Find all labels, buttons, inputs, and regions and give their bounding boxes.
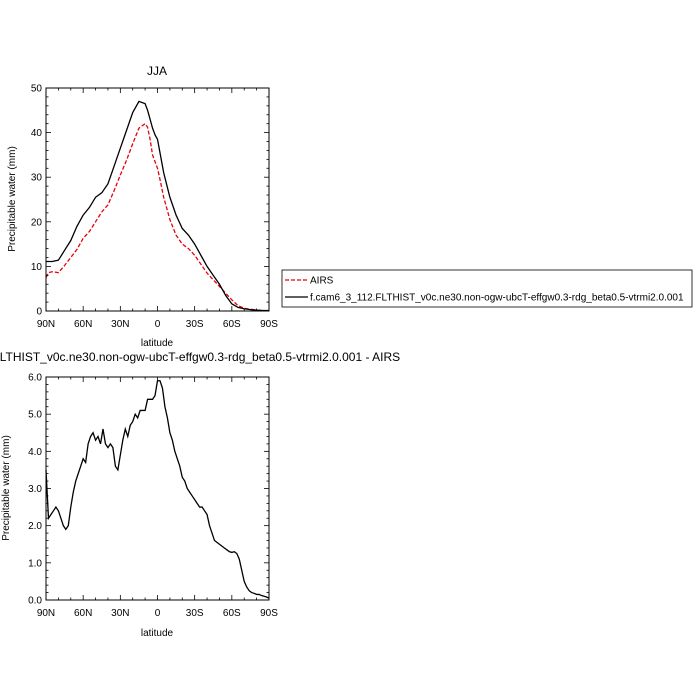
top-x-tick-label: 0 [155,319,161,330]
top-x-tick-label: 90N [37,319,55,330]
legend-box [281,269,693,308]
top-x-tick-label: 90S [260,319,278,330]
top-plot-frame [45,87,270,312]
bottom-x-tick-label: 60S [223,608,241,619]
bottom-x-tick-label: 90S [260,608,278,619]
bottom-plot-frame [45,376,270,601]
bottom-chart-title: f.cam6_3_112.FLTHIST_v0c.ne30.non-ogw-ub… [0,350,400,364]
top-x-tick-label: 30S [186,319,204,330]
panel-bottom-chart: f.cam6_3_112.FLTHIST_v0c.ne30.non-ogw-ub… [0,350,400,639]
bottom-x-axis-title: latitude [141,628,174,639]
top-x-tick-label: 60S [223,319,241,330]
top-series-lines [45,100,270,312]
bottom-y-tick-label: 4.0 [28,447,42,458]
bottom-x-tick-label: 30S [186,608,204,619]
top-y-tick-label: 50 [31,84,43,95]
bottom-x-tick-label: 30N [111,608,129,619]
bottom-y-tick-label: 6.0 [28,373,42,384]
bottom-y-tick-label: 0.0 [28,596,42,607]
bottom-y-tick-label: 5.0 [28,410,42,421]
top-chart-title: JJA [147,64,167,78]
top-x-tick-label: 60N [74,319,92,330]
panel-top-chart: JJA 90N 60N 30N 0 30S 60S 90S 0 10 20 30 40 50 latit… [7,64,278,349]
legend-label-model: f.cam6_3_112.FLTHIST_v0c.ne30.non-ogw-ub… [310,293,684,304]
legend: AIRS f.cam6_3_112.FLTHIST_v0c.ne30.non-o… [281,269,693,308]
bottom-x-tick-label: 90N [37,608,55,619]
top-series-line-1 [46,100,269,312]
top-y-tick-label: 40 [31,128,43,139]
bottom-y-axis-title: Precipitable water (mm) [1,435,12,541]
bottom-x-tick-label: 60N [74,608,92,619]
bottom-series-line [45,380,270,599]
top-series-line-0 [45,122,270,312]
bottom-y-tick-label: 3.0 [28,484,42,495]
top-x-tick-label: 30N [111,319,129,330]
bottom-y-tick-label: 1.0 [28,558,42,569]
bottom-axis-ticks: 90N 60N 30N 0 30S 60S 90S 0.0 1.0 2.0 3.0 4.0 5.0 6.0 [28,373,278,620]
top-y-axis-title: Precipitable water (mm) [7,146,18,252]
top-axis-ticks: 90N 60N 30N 0 30S 60S 90S 0 10 20 30 40 50 [31,84,278,331]
top-y-tick-label: 0 [36,307,42,318]
bottom-y-tick-label: 2.0 [28,521,42,532]
top-y-tick-label: 20 [31,217,43,228]
top-y-tick-label: 10 [31,262,43,273]
top-y-tick-label: 30 [31,173,43,184]
legend-label-airs: AIRS [310,276,334,287]
bottom-series-line-0 [45,380,270,599]
top-x-axis-title: latitude [141,338,174,349]
bottom-x-tick-label: 0 [155,608,161,619]
